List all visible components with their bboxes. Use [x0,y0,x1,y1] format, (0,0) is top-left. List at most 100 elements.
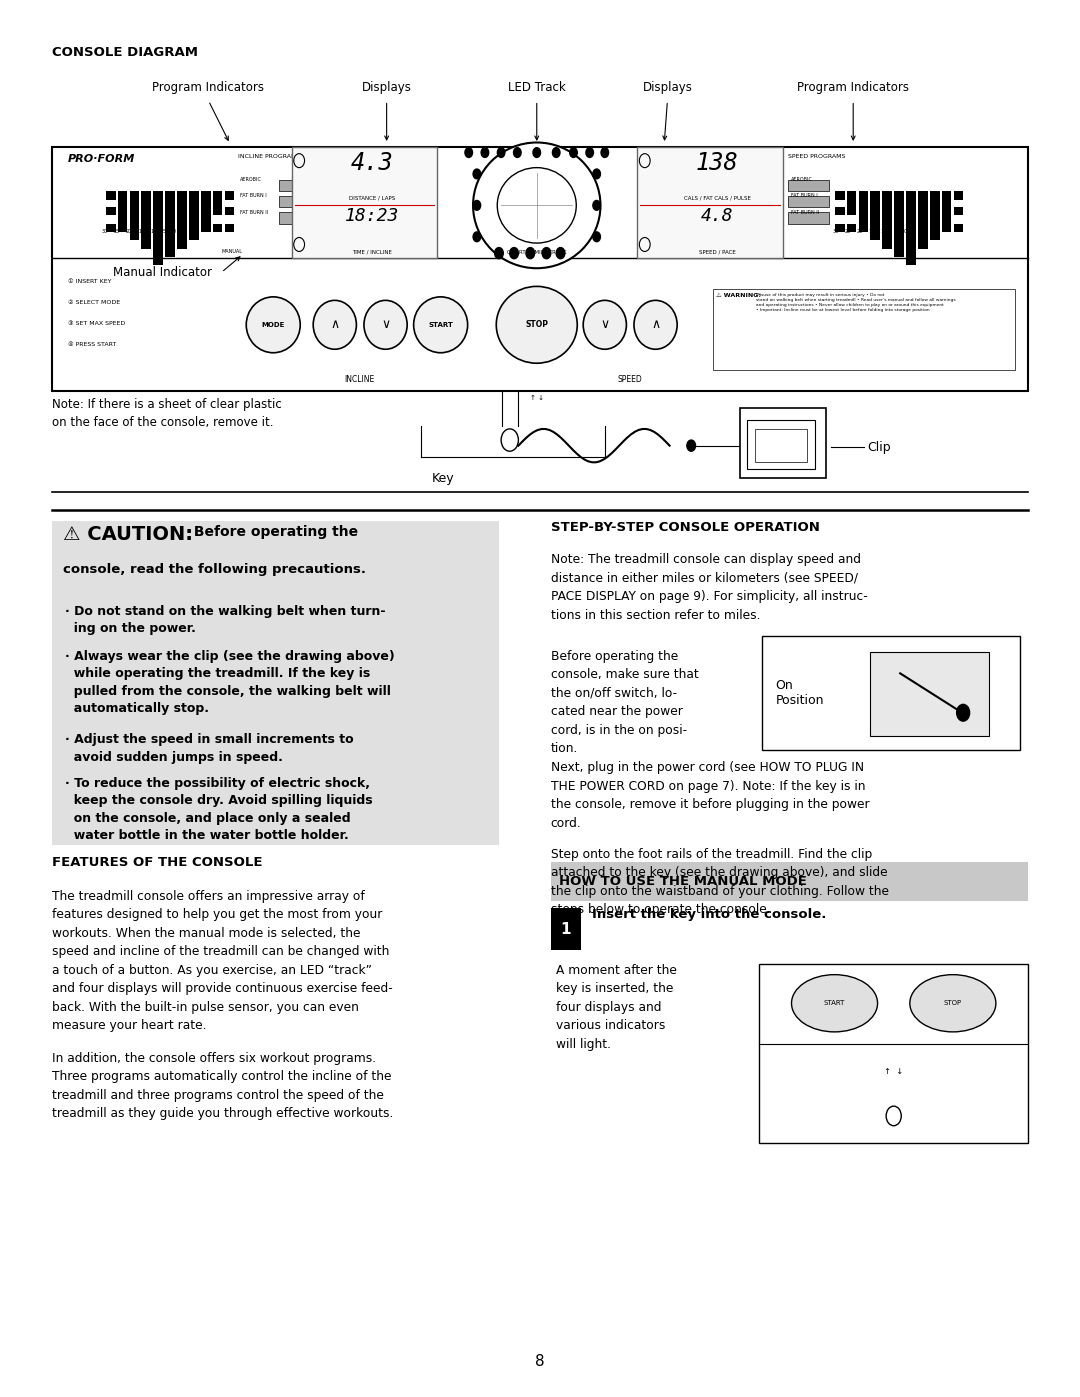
Bar [759,964,1028,1143]
Bar [189,191,199,225]
Bar [870,207,880,232]
Bar [153,224,163,265]
Bar [835,224,845,232]
Bar [551,908,581,950]
Text: A moment after the
key is inserted, the
four displays and
various indicators
wil: A moment after the key is inserted, the … [556,964,677,1051]
Text: console, read the following precautions.: console, read the following precautions. [63,563,366,576]
Bar [106,207,116,215]
Text: QUARTER MILE TRACK: QUARTER MILE TRACK [507,249,567,254]
Text: The treadmill console offers an impressive array of
features designed to help yo: The treadmill console offers an impressi… [52,890,393,1032]
Ellipse shape [909,975,996,1032]
Text: ④ PRESS START: ④ PRESS START [68,342,117,348]
Text: ⚠ WARNING:: ⚠ WARNING: [716,293,761,299]
Text: 30: 30 [102,229,108,235]
Circle shape [586,148,594,158]
Text: · To reduce the possibility of electric shock,
  keep the console dry. Avoid spi: · To reduce the possibility of electric … [65,777,373,842]
Text: 5: 5 [163,229,165,235]
Circle shape [602,148,609,158]
Text: 20: 20 [125,229,132,235]
Text: 20: 20 [856,229,863,235]
Bar [165,224,175,257]
Text: Note: The treadmill console can display speed and
distance in either miles or ki: Note: The treadmill console can display … [551,553,867,622]
Circle shape [473,169,481,179]
Bar [918,207,928,249]
Text: Before operating the
console, make sure that
the on/off switch, lo-
cated near t: Before operating the console, make sure … [551,650,699,756]
Text: STOP: STOP [944,1000,962,1006]
Text: TIME / INCLINE: TIME / INCLINE [352,249,392,254]
Text: START: START [824,1000,846,1006]
Text: Manual Indicator: Manual Indicator [113,265,213,279]
Text: FEATURES OF THE CONSOLE: FEATURES OF THE CONSOLE [52,856,262,869]
Text: LED Track: LED Track [508,81,566,94]
Bar [859,207,868,224]
Text: MANUAL: MANUAL [221,249,243,254]
Bar [882,191,892,233]
Text: 10: 10 [880,229,887,235]
Ellipse shape [583,300,626,349]
Text: DISTANCE / LAPS: DISTANCE / LAPS [349,196,395,201]
Circle shape [570,148,577,158]
Text: 25: 25 [113,229,120,235]
Ellipse shape [634,300,677,349]
Bar [906,191,916,233]
Text: PRO·FORM: PRO·FORM [68,154,135,163]
Bar [918,224,928,249]
Bar [835,191,845,200]
Circle shape [497,148,504,158]
Bar [847,207,856,215]
Bar [189,207,199,232]
Text: AEROBIC: AEROBIC [791,177,812,183]
Circle shape [687,440,696,451]
Bar [130,207,139,232]
Ellipse shape [364,300,407,349]
Bar [918,191,928,225]
Bar [106,191,116,200]
Text: ∧: ∧ [330,319,339,331]
Text: 15: 15 [868,229,875,235]
Bar [954,207,963,215]
FancyArrowPatch shape [224,257,240,271]
Bar [225,191,234,200]
Text: CALS / FAT CALS / PULSE: CALS / FAT CALS / PULSE [684,196,751,201]
Text: ② SELECT MODE: ② SELECT MODE [68,300,120,306]
Ellipse shape [497,286,577,363]
Bar [213,224,222,232]
Text: 5: 5 [894,229,896,235]
Text: Displays: Displays [362,81,411,94]
Bar [177,224,187,249]
Text: 10: 10 [150,229,157,235]
Circle shape [556,247,565,258]
Text: 4.3: 4.3 [350,151,393,175]
Bar [141,191,151,225]
Text: SPEED: SPEED [618,376,642,384]
Bar [177,191,187,233]
Ellipse shape [792,975,878,1032]
Ellipse shape [246,298,300,353]
Circle shape [526,247,535,258]
Ellipse shape [313,300,356,349]
Bar [930,207,940,232]
Bar [906,224,916,265]
Text: STOP: STOP [525,320,549,330]
FancyArrowPatch shape [535,103,539,140]
Bar [130,191,139,217]
Text: On
Position: On Position [775,679,824,707]
Bar [201,224,211,232]
Bar [637,147,783,258]
Text: START: START [428,321,454,328]
Circle shape [473,200,481,210]
Text: Note: If there is a sheet of clear plastic
on the face of the console, remove it: Note: If there is a sheet of clear plast… [52,398,282,429]
Circle shape [886,1106,901,1126]
Bar [165,191,175,242]
Text: ① INSERT KEY: ① INSERT KEY [68,279,111,285]
Bar [894,207,904,249]
Bar [279,180,320,191]
Bar [954,224,963,232]
Bar [740,408,826,478]
Bar [213,191,222,208]
Text: Program Indicators: Program Indicators [152,81,265,94]
Bar [225,224,234,232]
Bar [930,224,940,240]
Bar [762,636,1020,750]
Text: 18:23: 18:23 [345,207,399,225]
